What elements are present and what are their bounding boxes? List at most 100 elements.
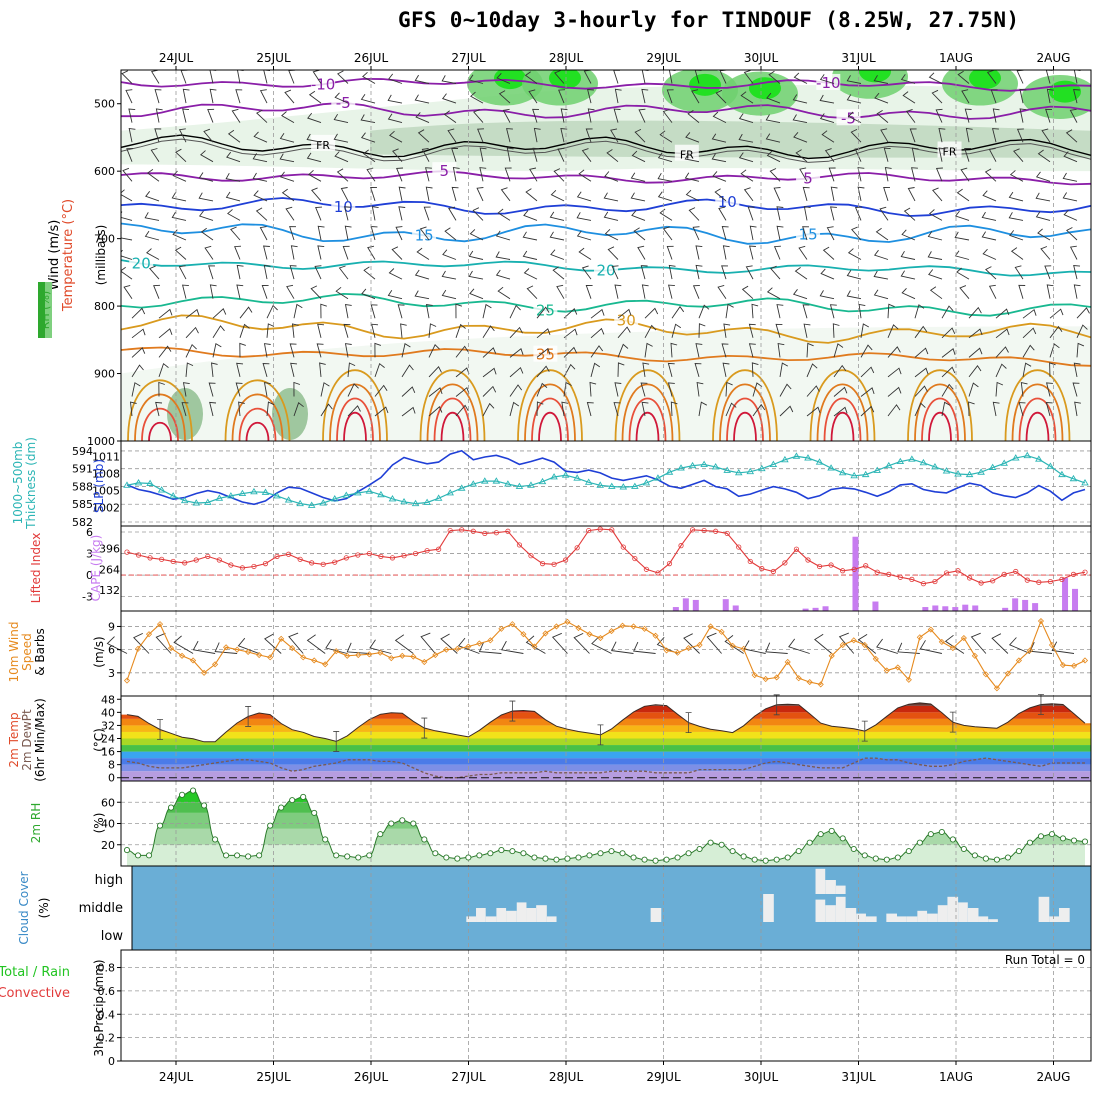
- wind-barb: [414, 94, 430, 104]
- surface-wind-barb: [306, 634, 326, 654]
- wind-barb: [819, 94, 835, 104]
- wind-barb: [846, 270, 862, 280]
- wind-barb: [1009, 170, 1024, 182]
- axis-label-line: Temperature (°C): [61, 199, 76, 312]
- wind-barb: [374, 342, 382, 358]
- wind-speed-point: [531, 643, 538, 650]
- wind-barb: [590, 327, 605, 339]
- cape-tick-label: 264: [99, 563, 120, 576]
- wind-barb: [714, 188, 727, 202]
- wind-barb: [873, 270, 889, 280]
- wind-barb: [414, 269, 430, 280]
- wind-barb: [388, 268, 403, 280]
- wind-barb: [212, 342, 222, 358]
- cloud-level-label: high: [95, 873, 123, 888]
- wind-speed-point: [167, 645, 175, 652]
- wind-barb: [995, 381, 1004, 397]
- wind-barb: [984, 168, 997, 182]
- wind-barb: [444, 227, 457, 241]
- contour-label-20: 20: [132, 255, 151, 273]
- lifted-index-point: [747, 558, 753, 565]
- thermal-contour: [238, 407, 277, 441]
- surface-wind-barb: [551, 632, 568, 654]
- temp-band: [121, 758, 1091, 765]
- wind-barb: [802, 226, 810, 241]
- wind-barb: [1069, 108, 1078, 123]
- wind-barb: [263, 343, 271, 358]
- wind-barb: [557, 147, 565, 162]
- temp-line: [126, 702, 1086, 743]
- rh-point: [597, 850, 604, 857]
- wind-barb: [630, 192, 646, 202]
- axis-label-line: (6hr Min/Max): [33, 698, 47, 782]
- wind-barb: [1073, 284, 1081, 299]
- wind-barb: [982, 248, 997, 260]
- wind-barb: [830, 186, 838, 201]
- dewpoint-line: [126, 757, 1085, 779]
- wind-barb: [374, 384, 388, 397]
- surface-wind-barb: [573, 632, 590, 654]
- wind-barb: [536, 347, 551, 358]
- thickness-point: [204, 498, 212, 505]
- temp-tick-label: 40: [101, 706, 115, 719]
- wind-speed-point: [905, 676, 912, 683]
- surface-wind-barb: [1008, 637, 1031, 654]
- wind-barb: [374, 406, 389, 417]
- wind-barb: [477, 128, 485, 143]
- surface-wind-barb: [133, 632, 150, 654]
- lifted-index-point: [401, 553, 407, 559]
- wind-speed-point: [1070, 662, 1078, 669]
- cape-bar: [692, 599, 699, 611]
- wind-barb: [308, 90, 322, 104]
- wind-barb: [698, 304, 710, 319]
- thickness-point: [850, 471, 858, 479]
- wind-barb: [235, 382, 243, 397]
- wind-barb: [225, 172, 241, 182]
- slp-axis-label: SLP (mb): [92, 459, 106, 513]
- wind-barb: [317, 323, 325, 338]
- wind-barb: [692, 226, 700, 241]
- rh-point: [1004, 854, 1011, 861]
- wind-barb: [306, 152, 322, 163]
- wind-barb: [1065, 129, 1078, 143]
- wind-barb: [832, 323, 840, 338]
- wind-barb: [1020, 382, 1028, 397]
- wind-speed-point: [1059, 662, 1067, 669]
- contour-label-20: 20: [596, 261, 615, 279]
- contour-label--10: -10: [311, 75, 336, 93]
- wind-barb: [553, 168, 565, 182]
- wind-barb: [1037, 149, 1051, 163]
- wind-speed-point: [927, 626, 934, 633]
- thickness-point: [642, 479, 651, 486]
- isotherm-5: [121, 170, 1091, 186]
- cloud-middle-block: [476, 908, 486, 922]
- wind-barb: [289, 265, 297, 280]
- wind-barb: [421, 147, 430, 162]
- thickness-point: [1058, 470, 1066, 478]
- wind-barb: [610, 128, 619, 143]
- rh-point: [388, 820, 395, 827]
- rh-point: [520, 850, 527, 857]
- surface-wind-barb: [1029, 642, 1053, 654]
- contour-label-35: 35: [536, 346, 555, 364]
- cloud-middle-block: [967, 908, 979, 922]
- wind-barb: [182, 284, 189, 299]
- lifted-index-point: [182, 560, 188, 566]
- thickness-point: [492, 477, 501, 484]
- wind-barb: [637, 245, 646, 260]
- wind-barb: [587, 108, 595, 123]
- wind-speed-point: [663, 647, 670, 654]
- cloud-middle-block: [526, 908, 537, 922]
- wind-barb: [200, 227, 214, 241]
- wind-barb: [447, 128, 457, 143]
- wind-barb: [662, 109, 673, 123]
- temp-minmax: [509, 700, 516, 722]
- contour-label-25: 25: [536, 301, 555, 319]
- thickness-point: [342, 491, 351, 498]
- temp-band: [121, 738, 1091, 746]
- thickness-tick-label: 585: [72, 498, 93, 511]
- lifted-index-point: [528, 553, 534, 559]
- top-day-label: 25JUL: [256, 51, 291, 65]
- contour-label-bg: [533, 345, 558, 362]
- wind-barb: [262, 363, 270, 378]
